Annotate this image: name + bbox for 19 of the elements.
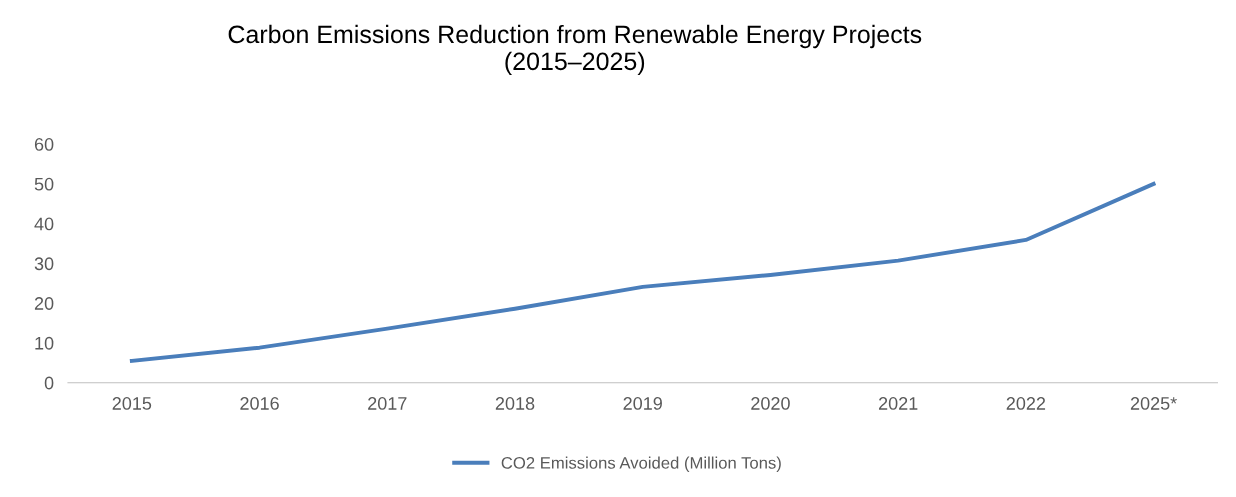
x-tick-label: 2021 [878, 397, 918, 410]
x-tick-label: 2019 [623, 397, 662, 410]
x-tick-label: 2020 [751, 397, 790, 410]
x-tick-label: 2017 [368, 397, 407, 410]
line-series [129, 181, 1156, 363]
x-tick-label: 2022 [1006, 397, 1046, 410]
x-tick-label: 2016 [240, 397, 279, 410]
y-tick-label: 30 [34, 257, 54, 271]
x-tick-label: 2015 [112, 397, 152, 410]
y-tick-label: 0 [44, 376, 54, 390]
y-tick-label: 60 [34, 138, 54, 151]
y-tick-label: 40 [34, 217, 54, 231]
y-tick-label: 20 [34, 297, 54, 310]
chart-title: Carbon Emissions Reduction from Renewable Energy Projects (2015–2025) [228, 24, 922, 76]
y-tick-label: 10 [35, 336, 54, 350]
x-tick-label: 2025* [1130, 397, 1177, 410]
legend-label: CO2 Emissions Avoided (Million Tons) [501, 456, 781, 473]
x-tick-label: 2018 [495, 397, 535, 410]
y-tick-label: 50 [34, 177, 54, 191]
